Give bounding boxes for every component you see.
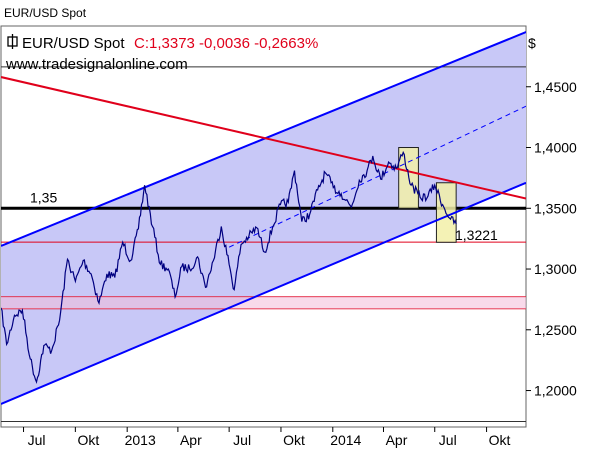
annotation-label-2: 1,3221 [455,227,498,243]
channel-lower-line[interactable] [1,181,526,405]
channel-mid-line[interactable] [228,105,526,248]
currency-symbol: $ [528,35,536,51]
annotation-label-1: 1,35 [30,189,57,205]
resistance-line[interactable] [1,76,526,200]
y-tick-label-5: 1,2500 [534,322,577,338]
x-tick-label-2: Okt [77,432,99,448]
quote-readout: C:1,3373 -0,0036 -0,2663% [134,35,318,52]
y-tick-label-6: 1,2000 [534,383,577,399]
channel-upper-line[interactable] [1,31,526,247]
x-tick-label-4: Apr [180,432,202,448]
price-line[interactable] [1,150,457,385]
website-label: www.tradesignalonline.com [5,56,188,73]
support-band [1,296,526,309]
y-tick-label-4: 1,3000 [534,261,577,277]
x-tick-label-5: Jul [233,432,251,448]
y-tick-label-2: 1,4000 [534,140,577,156]
window-title: EUR/USD Spot [4,6,87,20]
x-tick-label-9: Jul [439,432,457,448]
channel-fill [1,32,526,404]
x-tick-label-1: Jul [28,432,46,448]
x-tick-label-8: Apr [386,432,408,448]
y-tick-label-3: 1,3500 [534,200,577,216]
x-tick-label-10: Okt [489,432,511,448]
x-tick-label-6: Okt [283,432,305,448]
x-tick-label-3: 2013 [125,432,156,448]
plot-border [0,25,527,428]
instrument-name: EUR/USD Spot [22,35,125,52]
y-tick-label-1: 1,4500 [534,79,577,95]
x-tick-label-7: 2014 [330,432,361,448]
